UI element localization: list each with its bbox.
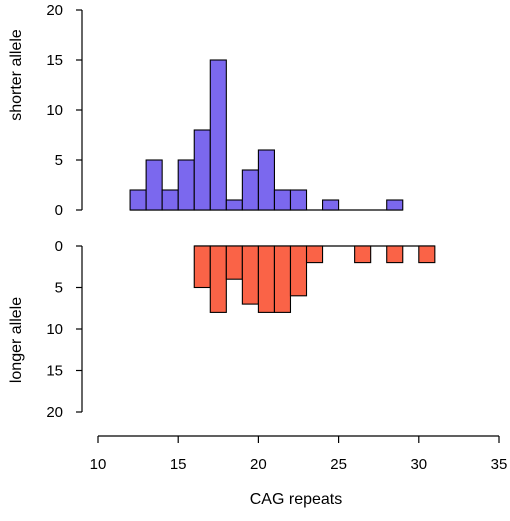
shorter-allele-bar [273, 189, 292, 211]
shorter-allele-bar [257, 149, 275, 211]
y-tick-label: 15 [46, 363, 63, 380]
y-tick-label: 0 [55, 238, 63, 255]
y-tick-label: 20 [46, 404, 63, 421]
y-tick-label: 5 [55, 152, 63, 169]
shorter-allele-bar [129, 189, 147, 211]
longer-allele-bar [289, 245, 308, 297]
longer-allele-bar [209, 245, 227, 313]
x-tick-label: 20 [250, 456, 267, 473]
longer-allele-bar [386, 245, 404, 264]
x-axis: 10 15 20 25 30 35 [90, 435, 508, 473]
y-tick-label: 15 [46, 52, 63, 69]
shorter-allele-bar [386, 199, 404, 211]
y-axis-label-longer-allele: longer allele [8, 297, 25, 383]
shorter-allele-bar [241, 169, 259, 211]
longer-allele-bar [418, 245, 436, 264]
shorter-allele-bar [209, 59, 227, 211]
shorter-allele-bar [322, 199, 340, 211]
x-tick-label: 10 [90, 456, 107, 473]
x-tick-label: 15 [170, 456, 187, 473]
y-tick-label: 0 [55, 202, 63, 219]
longer-allele-bar [273, 245, 292, 313]
shorter-allele-bar [225, 199, 243, 211]
y-tick-label: 5 [55, 280, 63, 297]
longer-allele-bar [354, 245, 372, 264]
y-tick-label: 10 [46, 321, 63, 338]
y-axis-label-shorter-allele: shorter allele [8, 29, 25, 121]
longer-allele-bar [257, 245, 275, 313]
longer-allele-panel: 0 5 10 15 20 [46, 238, 436, 421]
shorter-allele-bar [289, 189, 308, 211]
longer-allele-bar [305, 245, 324, 264]
x-tick-label: 25 [330, 456, 347, 473]
shorter-allele-bar [177, 159, 195, 211]
longer-allele-bar [193, 245, 211, 289]
shorter-allele-panel: 0 5 10 15 20 [46, 2, 404, 219]
shorter-allele-bar [161, 189, 179, 211]
x-tick-label: 35 [491, 456, 508, 473]
y-tick-label: 10 [46, 102, 63, 119]
shorter-allele-bar [145, 159, 163, 211]
x-axis-label: CAG repeats [250, 491, 342, 508]
longer-allele-bar [225, 245, 243, 280]
longer-allele-bar [241, 245, 259, 305]
shorter-allele-bar [193, 129, 211, 211]
y-tick-label: 20 [46, 2, 63, 19]
x-tick-label: 30 [410, 456, 427, 473]
